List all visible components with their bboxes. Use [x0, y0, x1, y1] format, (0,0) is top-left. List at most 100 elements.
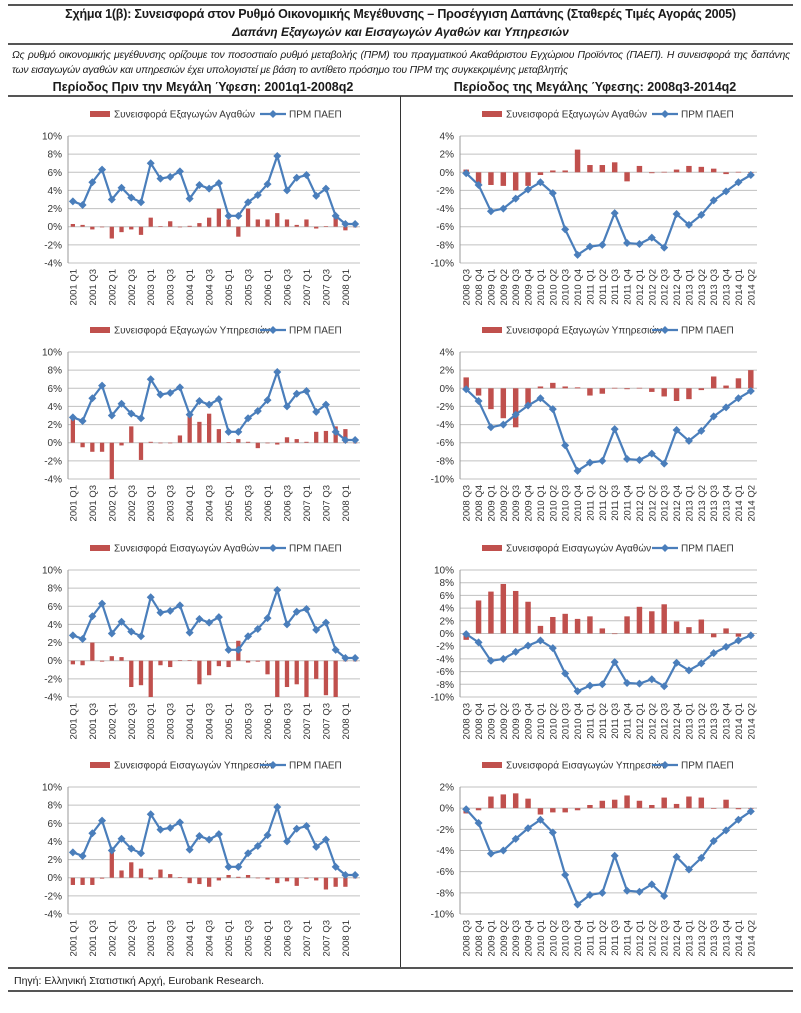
gdp-marker — [321, 400, 330, 409]
gdp-marker — [511, 410, 520, 419]
gdp-marker — [205, 618, 214, 627]
x-tick-label: 2005 Q1 — [224, 485, 235, 521]
bar — [512, 793, 519, 809]
bar — [275, 442, 280, 445]
bar — [197, 877, 202, 885]
bar — [216, 877, 222, 881]
gdp-marker — [117, 617, 126, 626]
bar — [226, 660, 231, 668]
gdp-marker — [68, 197, 77, 206]
bar — [129, 226, 134, 230]
gdp-marker — [573, 466, 582, 475]
bar — [574, 387, 581, 389]
gdp-marker — [224, 645, 233, 654]
bar — [255, 660, 260, 662]
x-tick-label: 2008 Q4 — [474, 920, 485, 956]
y-tick-label: -2% — [44, 674, 62, 685]
bar — [197, 223, 202, 227]
x-tick-label: 2008 Q3 — [462, 269, 473, 305]
x-tick-label: 2002 Q1 — [107, 920, 118, 956]
gdp-marker — [647, 675, 656, 684]
bar — [550, 808, 556, 813]
bar — [245, 874, 251, 878]
chart-svg: -4% -2% 0% 2% 4% 6% 8% 10% 2001 Q1 2001 Q3 2002 Q1… — [42, 325, 360, 521]
bar — [206, 217, 212, 227]
bar — [599, 165, 606, 173]
x-tick-label: 2012 Q1 — [635, 703, 646, 739]
y-tick-label: 6% — [48, 384, 63, 395]
gdp-marker — [302, 822, 311, 831]
x-tick-label: 2004 Q1 — [185, 269, 196, 305]
bar — [129, 660, 134, 688]
x-tick-label: 2012 Q4 — [672, 269, 683, 305]
chart-svg: -10%-8%-6%-4%-2%0%2%4%2008 Q3 2008 Q4 2009… — [431, 109, 758, 306]
bar — [686, 388, 692, 400]
y-tick-label: -4% — [44, 475, 62, 486]
bar — [735, 633, 742, 637]
gdp-marker — [697, 853, 706, 862]
bar — [686, 165, 692, 173]
gdp-marker — [462, 385, 471, 394]
x-tick-label: 2014 Q2 — [746, 920, 757, 956]
gdp-marker — [561, 441, 570, 450]
x-tick-label: 2010 Q4 — [573, 269, 584, 305]
bar — [236, 226, 241, 237]
x-tick-label: 2005 Q3 — [244, 269, 255, 305]
x-tick-label: 2014 Q2 — [746, 269, 757, 305]
x-tick-label: 2001 Q3 — [88, 920, 99, 956]
gdp-marker — [302, 605, 311, 614]
bar — [475, 808, 482, 811]
legend-bar-swatch — [90, 545, 110, 551]
bar — [275, 213, 280, 227]
gdp-marker — [185, 410, 194, 419]
bar — [187, 225, 192, 227]
bar — [649, 388, 655, 392]
bar — [611, 387, 618, 389]
chart-svg: -4% -2% 0% 2% 4% 6% 8% 10% 2001 Q1 2001 Q3 2002 Q1… — [42, 760, 360, 956]
x-tick-label: 2008 Q3 — [462, 485, 473, 521]
gdp-line — [465, 388, 752, 473]
bar — [99, 226, 105, 228]
y-tick-label: 2% — [48, 420, 63, 431]
bar — [574, 618, 581, 634]
gdp-marker — [462, 169, 471, 178]
gdp-marker — [623, 455, 632, 464]
gdp-marker — [117, 183, 126, 192]
bar — [649, 172, 655, 174]
y-tick-label: 10% — [434, 566, 454, 577]
x-tick-label: 2004 Q1 — [185, 703, 196, 739]
bar — [698, 797, 705, 809]
gdp-marker — [146, 159, 155, 168]
gdp-marker — [175, 383, 184, 392]
bar — [70, 877, 76, 885]
bar — [255, 219, 260, 227]
y-tick-label: 0% — [440, 804, 455, 815]
bar — [323, 226, 329, 227]
x-tick-label: 2009 Q4 — [524, 269, 535, 305]
gdp-marker — [623, 679, 632, 688]
y-tick-label: 0% — [440, 168, 455, 179]
bar — [673, 803, 680, 809]
bar — [488, 796, 494, 809]
y-tick-label: 0% — [48, 438, 63, 449]
x-tick-label: 2009 Q1 — [486, 485, 497, 521]
gdp-marker — [185, 845, 194, 854]
x-tick-label: 2008 Q1 — [341, 269, 352, 305]
y-tick-label: -4% — [436, 420, 454, 431]
legend-line-label: ΠΡΜ ΠΑΕΠ — [289, 761, 342, 772]
gdp-marker — [647, 880, 656, 889]
bar — [550, 616, 556, 634]
legend-bar-swatch — [482, 327, 502, 333]
x-tick-label: 2006 Q1 — [263, 485, 274, 521]
gdp-marker — [321, 835, 330, 844]
x-tick-label: 2011 Q2 — [598, 920, 609, 956]
bar — [624, 172, 630, 182]
legend-diamond-icon — [269, 110, 277, 118]
bar — [158, 226, 163, 227]
y-tick-label: -2% — [436, 642, 454, 653]
gdp-marker — [697, 426, 706, 435]
gdp-marker — [273, 585, 282, 594]
x-tick-label: 2013 Q2 — [697, 269, 708, 305]
x-tick-label: 2003 Q1 — [146, 485, 157, 521]
x-tick-label: 2013 Q4 — [722, 703, 733, 739]
